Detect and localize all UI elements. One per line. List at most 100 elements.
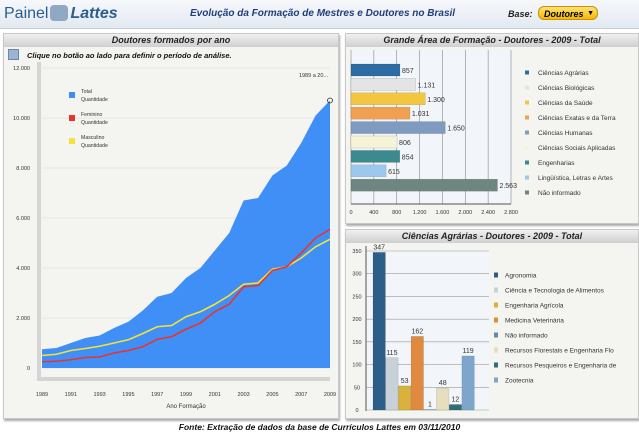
y-tick-label: 12.000 bbox=[13, 66, 30, 72]
x-tick-label: 1991 bbox=[65, 392, 77, 398]
legend-swatch bbox=[494, 332, 498, 338]
bar-5 bbox=[350, 135, 398, 149]
legend-sublabel: Quantidade bbox=[81, 120, 108, 126]
bar-0 bbox=[372, 252, 386, 411]
legend-swatch bbox=[525, 175, 529, 180]
legend-label: Engenharia Agrícola bbox=[505, 303, 564, 310]
legend-swatch bbox=[69, 92, 75, 98]
hint-text: Clique no botão ao lado para definir o p… bbox=[27, 51, 232, 60]
bar-value-label: 119 bbox=[463, 348, 474, 355]
bar-value-label: 1.131 bbox=[418, 82, 436, 89]
bar-4 bbox=[350, 121, 446, 134]
x-tick-label: 2001 bbox=[209, 392, 221, 398]
legend-swatch bbox=[69, 115, 75, 121]
panel-title: Grande Área de Formação - Doutores - 200… bbox=[346, 34, 638, 47]
bar-value-label: 347 bbox=[373, 244, 385, 251]
legend-label: Recursos Pesqueiros e Engenharia de bbox=[505, 363, 617, 370]
base-select-value: Doutores bbox=[544, 9, 584, 19]
bar-value-label: 806 bbox=[399, 140, 411, 147]
bar-5 bbox=[436, 387, 450, 411]
x-tick-label: 2.800 bbox=[504, 210, 518, 216]
bar-8 bbox=[350, 178, 498, 192]
y-tick-label: 350 bbox=[352, 249, 361, 255]
endpoint-marker bbox=[327, 97, 333, 104]
bar-value-label: 48 bbox=[439, 380, 447, 387]
y-tick-label: 2.000 bbox=[16, 316, 30, 322]
legend-label: Total bbox=[81, 89, 92, 95]
x-tick-label: 1997 bbox=[151, 392, 163, 398]
bar-value-label: 854 bbox=[402, 154, 414, 161]
x-tick-label: 1.600 bbox=[436, 210, 450, 216]
legend-label: Não informado bbox=[538, 190, 581, 197]
legend-swatch bbox=[494, 362, 498, 368]
base-select[interactable]: Doutores ▼ bbox=[538, 6, 598, 20]
legend-label: Ciências Humanas bbox=[538, 130, 593, 137]
bar-value-label: 615 bbox=[388, 169, 400, 176]
legend-label: Zootecnia bbox=[505, 378, 534, 385]
header: Painel Lattes Evolução da Formação de Mes… bbox=[0, 0, 639, 29]
y-tick-label: 0 bbox=[27, 366, 30, 372]
panel-title: Ciências Agrárias - Doutores - 2009 - To… bbox=[346, 230, 638, 243]
bar-value-label: 53 bbox=[401, 378, 409, 385]
legend-label: Engenharias bbox=[538, 160, 575, 167]
bar-value-label: 1 bbox=[428, 402, 432, 409]
bar-1 bbox=[385, 357, 399, 411]
legend-label: Não informado bbox=[505, 333, 548, 340]
y-tick-label: 100 bbox=[352, 363, 361, 369]
legend-swatch bbox=[69, 138, 75, 144]
bar-6 bbox=[448, 404, 462, 411]
legend-label: Ciências Sociais Aplicadas bbox=[538, 145, 616, 152]
bar-value-label: 1.300 bbox=[427, 97, 445, 104]
legend-label: Ciências Biológicas bbox=[538, 85, 595, 92]
x-tick-label: 2007 bbox=[295, 392, 307, 398]
legend-label: Lingüística, Letras e Artes bbox=[538, 175, 614, 182]
legend-swatch bbox=[525, 160, 529, 165]
legend-label: Ciências da Saúde bbox=[538, 100, 593, 107]
bar-1 bbox=[350, 78, 416, 91]
legend-swatch bbox=[494, 377, 498, 383]
bar-0 bbox=[350, 63, 401, 77]
legend-label: Recursos Florestais e Engenharia Flo bbox=[505, 348, 614, 355]
logo: Painel Lattes bbox=[4, 5, 118, 23]
logo-text: Painel bbox=[4, 5, 49, 22]
legend-swatch bbox=[494, 287, 498, 293]
period-button[interactable] bbox=[8, 49, 19, 60]
legend-swatch bbox=[525, 70, 529, 75]
y-tick-label: 6.000 bbox=[16, 216, 30, 222]
bar-6 bbox=[350, 150, 401, 163]
bar-value-label: 1.031 bbox=[412, 111, 430, 118]
footer-source: Fonte: Extração de dados da base de Curr… bbox=[178, 422, 461, 432]
bar-value-label: 857 bbox=[402, 68, 414, 75]
legend-swatch bbox=[525, 115, 529, 120]
bar-value-label: 162 bbox=[411, 328, 423, 335]
legend-sublabel: Quantidade bbox=[81, 97, 108, 103]
y-tick-label: 50 bbox=[354, 385, 360, 391]
x-tick-label: 2.000 bbox=[458, 210, 472, 216]
bar-value-label: 1.650 bbox=[447, 126, 465, 133]
range-label: 1989 a 20... bbox=[299, 73, 329, 79]
legend-label: Ciências Exatas e da Terra bbox=[538, 115, 616, 122]
y-tick-label: 300 bbox=[352, 272, 361, 278]
bar-2 bbox=[350, 92, 426, 106]
legend-swatch bbox=[494, 317, 498, 323]
bar-7 bbox=[350, 164, 387, 178]
page-title: Evolução da Formação de Mestres e Doutor… bbox=[190, 8, 456, 19]
bar-7 bbox=[461, 355, 475, 411]
x-tick-label: 2005 bbox=[266, 392, 278, 398]
x-tick-label: 400 bbox=[369, 210, 378, 216]
series-feminino-line bbox=[41, 228, 331, 363]
legend-label: Ciência e Tecnologia de Alimentos bbox=[505, 288, 605, 295]
hint: Clique no botão ao lado para definir o p… bbox=[8, 49, 232, 60]
y-tick-label: 8.000 bbox=[16, 166, 30, 172]
legend-swatch bbox=[525, 130, 529, 135]
y-axis-bar bbox=[37, 62, 41, 378]
y-tick-label: 4.000 bbox=[16, 266, 30, 272]
legend-swatch bbox=[525, 145, 529, 150]
legend-swatch bbox=[494, 302, 498, 308]
legend-label: Masculino bbox=[81, 135, 104, 141]
y-tick-label: 200 bbox=[352, 317, 361, 323]
legend-label: Feminino bbox=[81, 112, 102, 118]
x-tick-label: 0 bbox=[349, 210, 352, 216]
x-tick-label: 2009 bbox=[324, 392, 336, 398]
